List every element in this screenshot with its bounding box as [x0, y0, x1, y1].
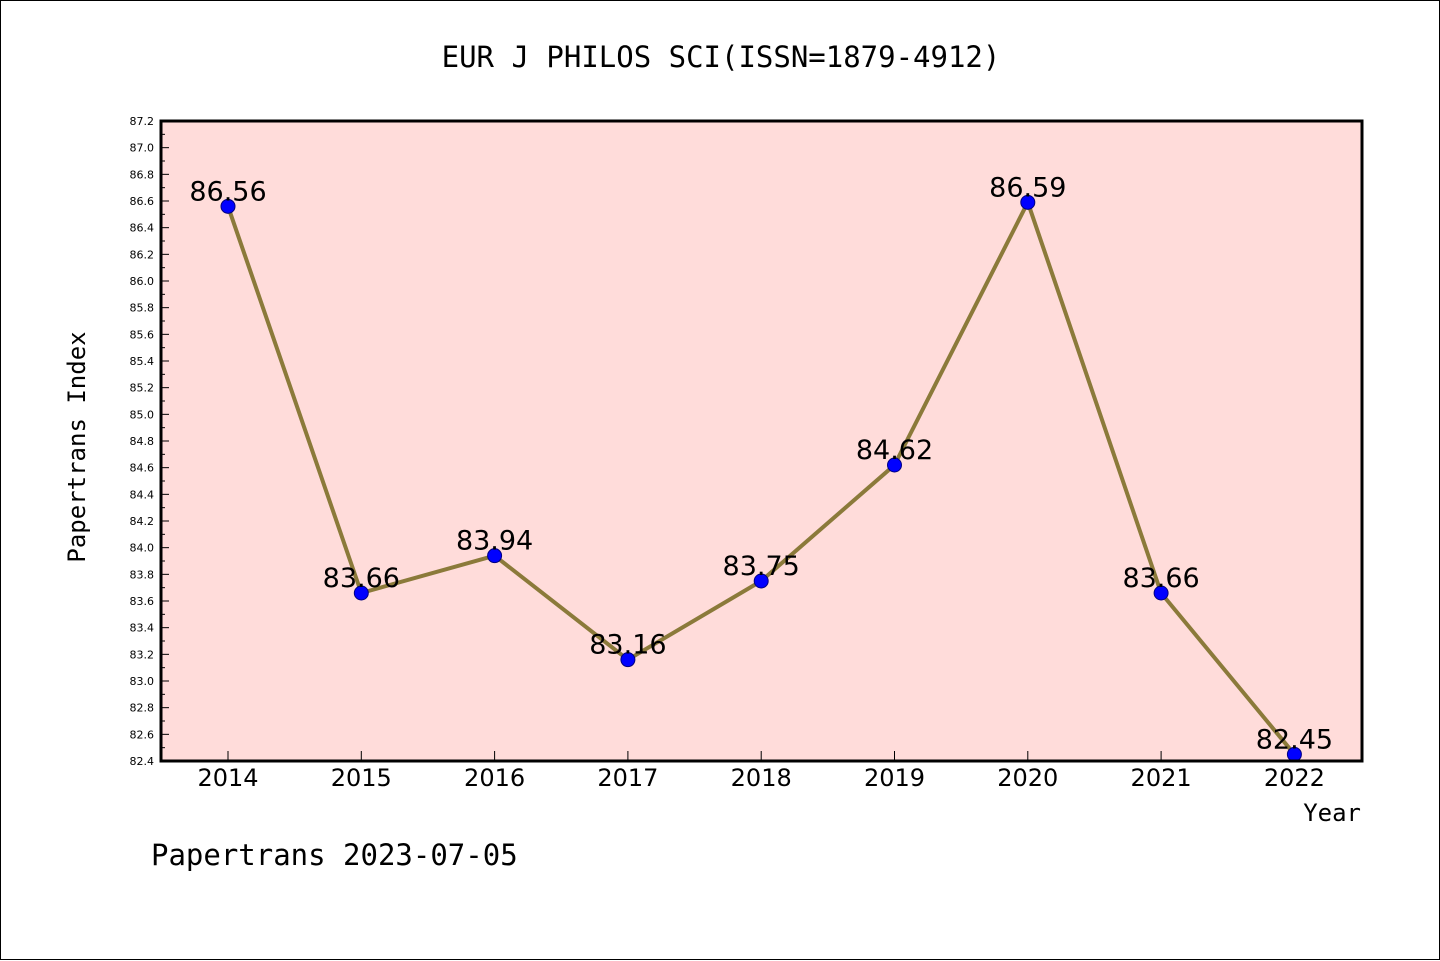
data-label: 83.94 — [456, 526, 533, 557]
y-tick-label: 86.6 — [130, 195, 155, 208]
x-axis: 2014 2015 2016 2017 2018 2019 2020 2021 2022 — [197, 751, 1325, 792]
data-label: 83.66 — [323, 563, 400, 594]
y-tick-label: 85.0 — [130, 408, 155, 421]
y-tick-label: 86.8 — [130, 168, 155, 181]
data-label: 83.75 — [723, 551, 800, 582]
data-label: 83.16 — [589, 630, 666, 661]
x-axis-label: Year — [1303, 799, 1361, 827]
x-tick-label: 2018 — [731, 764, 792, 792]
chart-title: EUR J PHILOS SCI(ISSN=1879-4912) — [442, 40, 1001, 74]
x-tick-label: 2019 — [864, 764, 925, 792]
x-tick-label: 2020 — [997, 764, 1058, 792]
y-tick-label: 87.2 — [130, 115, 155, 128]
y-tick-label: 83.6 — [130, 595, 155, 608]
y-tick-label: 86.2 — [130, 248, 155, 261]
x-tick-label: 2021 — [1131, 764, 1192, 792]
data-point — [353, 585, 369, 601]
x-tick-label: 2017 — [597, 764, 658, 792]
y-tick-label: 84.6 — [130, 462, 155, 475]
data-label: 83.66 — [1122, 563, 1199, 594]
data-point — [887, 457, 902, 473]
data-label: 86.56 — [189, 176, 266, 207]
data-label: 86.59 — [989, 172, 1066, 203]
y-tick-label: 82.6 — [130, 728, 155, 741]
x-tick-label: 2016 — [464, 764, 525, 792]
y-tick-label: 83.4 — [130, 622, 155, 635]
x-tick-label: 2015 — [331, 764, 392, 792]
plot-area — [161, 121, 1362, 761]
y-tick-label: 85.8 — [130, 302, 155, 315]
data-label: 84.62 — [856, 435, 933, 466]
data-point — [1020, 194, 1036, 210]
y-tick-label: 85.2 — [130, 382, 155, 395]
y-tick-label: 83.0 — [130, 675, 155, 688]
footer-note: Papertrans 2023-07-05 — [151, 838, 518, 872]
data-label: 82.45 — [1256, 724, 1333, 755]
y-tick-label: 82.4 — [130, 755, 155, 768]
x-tick-label: 2022 — [1264, 764, 1325, 792]
y-tick-label: 86.0 — [130, 275, 155, 288]
y-tick-label: 82.8 — [130, 702, 155, 715]
y-tick-label: 84.0 — [130, 542, 155, 555]
y-tick-label: 84.2 — [130, 515, 155, 528]
y-tick-label: 84.4 — [130, 488, 155, 501]
y-axis-label: Papertrans Index — [63, 331, 91, 562]
data-point — [1153, 585, 1169, 601]
y-tick-label: 86.4 — [130, 222, 155, 235]
y-tick-label: 84.8 — [130, 435, 155, 448]
y-tick-label: 87.0 — [130, 142, 155, 155]
plot-border — [159, 119, 1364, 763]
y-tick-label: 85.4 — [130, 355, 155, 368]
y-tick-label: 83.8 — [130, 568, 155, 581]
y-tick-label: 83.2 — [130, 648, 155, 661]
y-axis: 82.4 82.6 82.8 83.0 83.2 83.4 83.6 83.8 84.0 84.2… — [130, 115, 169, 768]
data-label-layer: 86.56 83.66 83.94 83.16 83.75 84.62 86.59 83.66… — [189, 172, 1333, 755]
data-point — [620, 652, 636, 668]
series-layer — [220, 194, 1302, 762]
data-point — [220, 198, 236, 214]
x-tick-label: 2014 — [197, 764, 258, 792]
data-point — [487, 548, 503, 564]
data-point — [753, 573, 769, 589]
y-tick-label: 85.6 — [130, 328, 155, 341]
